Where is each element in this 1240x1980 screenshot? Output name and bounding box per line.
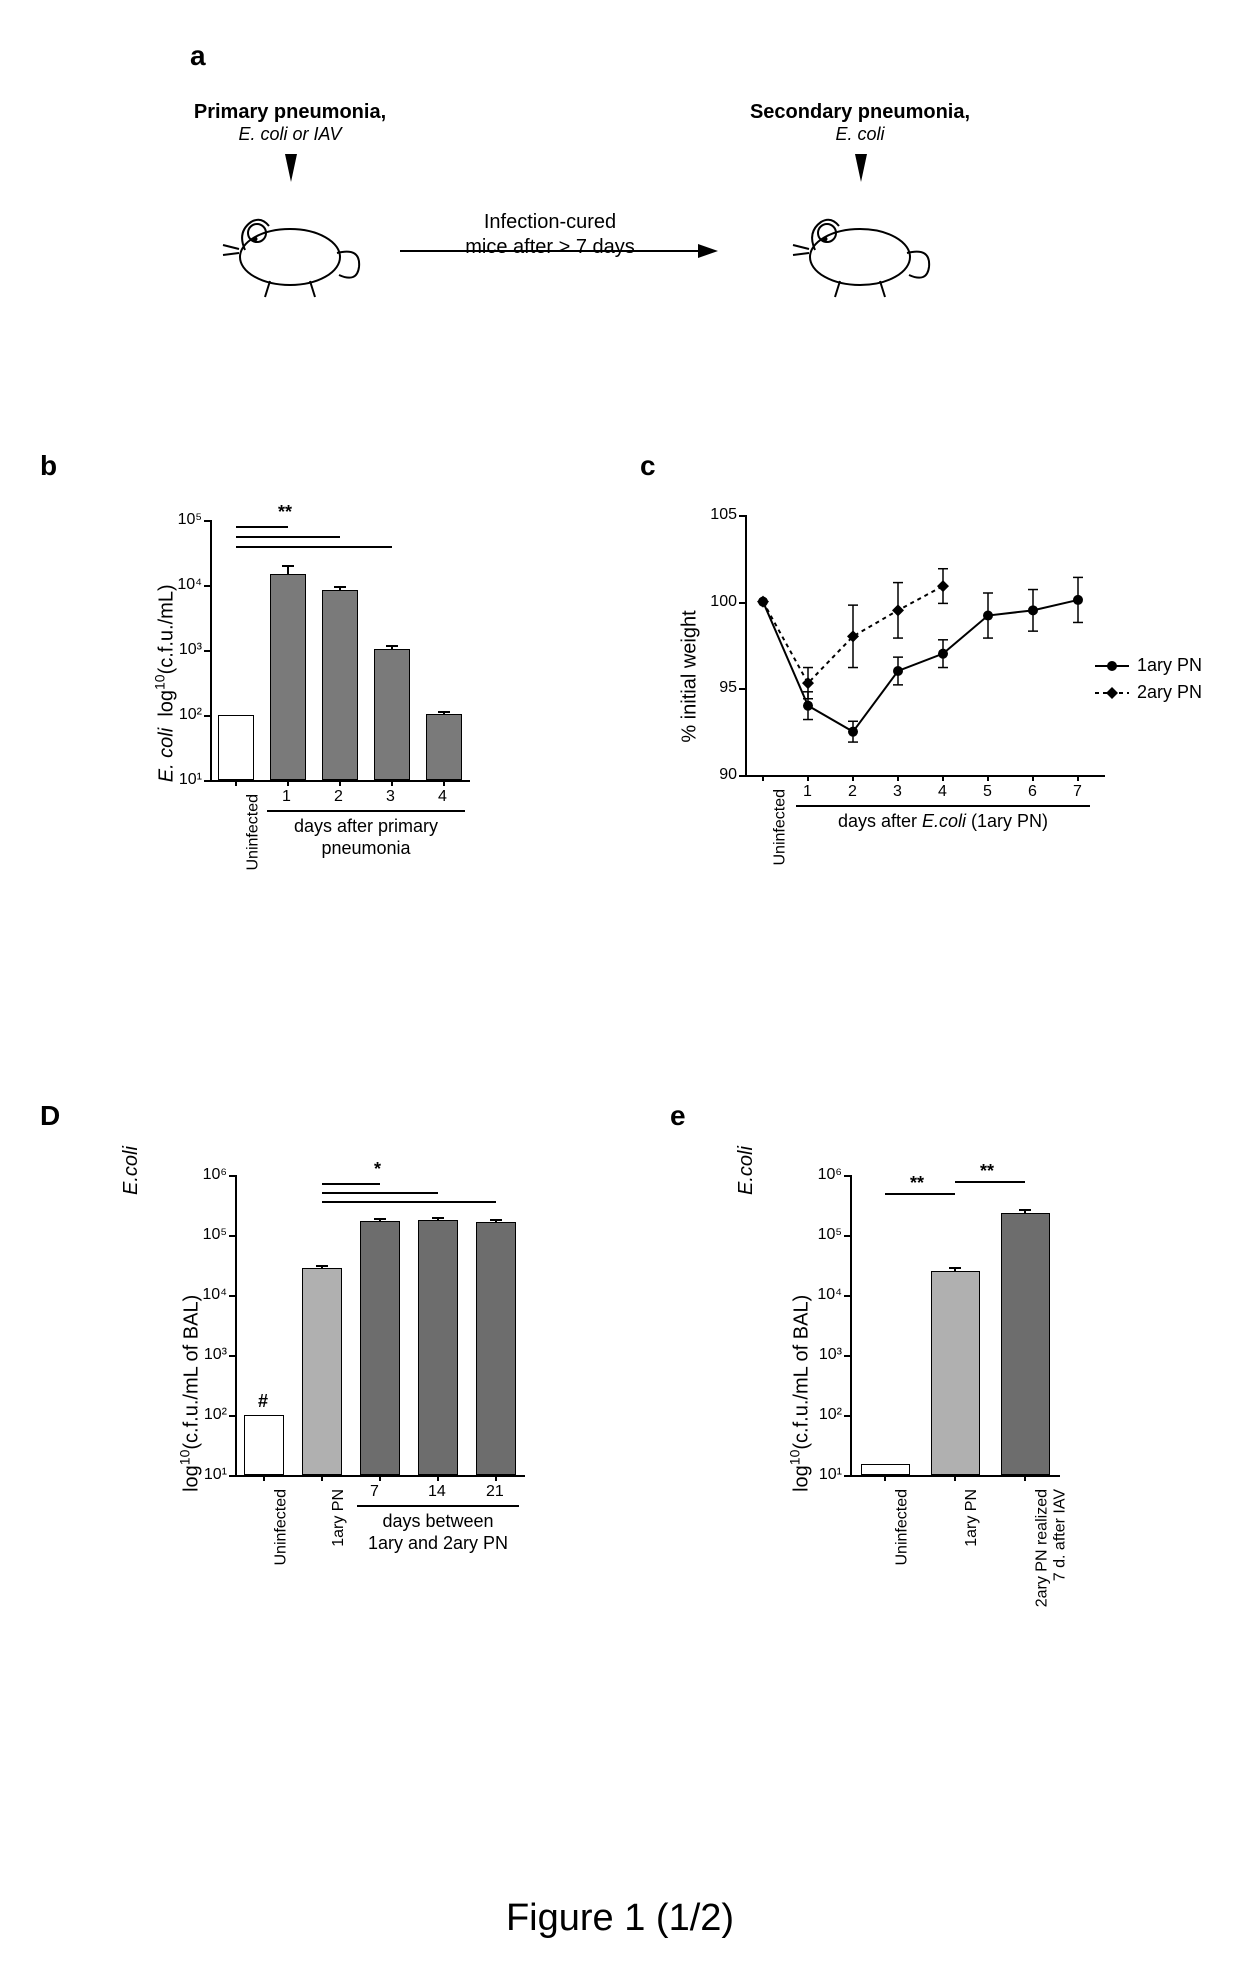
panel-b-chart: 10¹10²10³10⁴10⁵**Uninfected1234days afte…	[190, 520, 510, 830]
bar	[476, 1222, 517, 1475]
figure-caption: Figure 1 (1/2)	[0, 1897, 1240, 1940]
panel-c-label: c	[640, 450, 656, 482]
bar	[244, 1415, 285, 1475]
bar	[931, 1271, 980, 1475]
panel-d-chart: 10¹10²10³10⁴10⁵10⁶#*Uninfected1ary PN714…	[215, 1175, 545, 1525]
panel-a: Primary pneumonia, E. coli or IAV Infect…	[120, 100, 1080, 360]
legend: 1ary PN 2ary PN	[1095, 655, 1235, 703]
secondary-sub: E. coli	[720, 124, 1000, 146]
bar	[322, 590, 358, 780]
bar	[418, 1220, 459, 1475]
bar	[270, 574, 306, 780]
arrow-down-right	[855, 154, 867, 182]
primary-title: Primary pneumonia,	[160, 100, 420, 124]
bar	[374, 649, 410, 780]
secondary-title: Secondary pneumonia,	[720, 100, 1000, 124]
arrow-down-left	[285, 154, 297, 182]
primary-sub: E. coli or IAV	[160, 124, 420, 146]
bar	[861, 1464, 910, 1475]
transition-arrow-head	[698, 244, 718, 258]
bar	[360, 1221, 401, 1475]
panel-e-chart: 10¹10²10³10⁴10⁵10⁶****Uninfected1ary PN2…	[830, 1175, 1090, 1525]
bar	[302, 1268, 343, 1475]
panel-e-label: e	[670, 1100, 686, 1132]
panel-d-ylabel: log10(c.f.u./mL of BAL)	[177, 1243, 204, 1543]
panel-a-label: a	[190, 40, 206, 72]
panel-d-label: D	[40, 1100, 60, 1132]
panel-c-chart: 9095100105Uninfected1234567days after E.…	[725, 515, 1125, 815]
bar	[1001, 1213, 1050, 1475]
panel-b-label: b	[40, 450, 57, 482]
mouse-icon-left	[215, 195, 365, 305]
panel-b-ylabel: E. coli log10(c.f.u./mL)	[152, 533, 179, 833]
transition-text: Infection-cured mice after > 7 days	[420, 210, 680, 260]
bar	[218, 715, 254, 780]
panel-d-ylabel-top: E.coli	[120, 1146, 143, 1195]
panel-c-ylabel: % initial weight	[679, 557, 702, 797]
panel-e-ylabel-top: E.coli	[735, 1146, 758, 1195]
panel-e-ylabel: log10(c.f.u./mL of BAL)	[787, 1243, 814, 1543]
mouse-icon-right	[785, 195, 935, 305]
bar	[426, 714, 462, 780]
